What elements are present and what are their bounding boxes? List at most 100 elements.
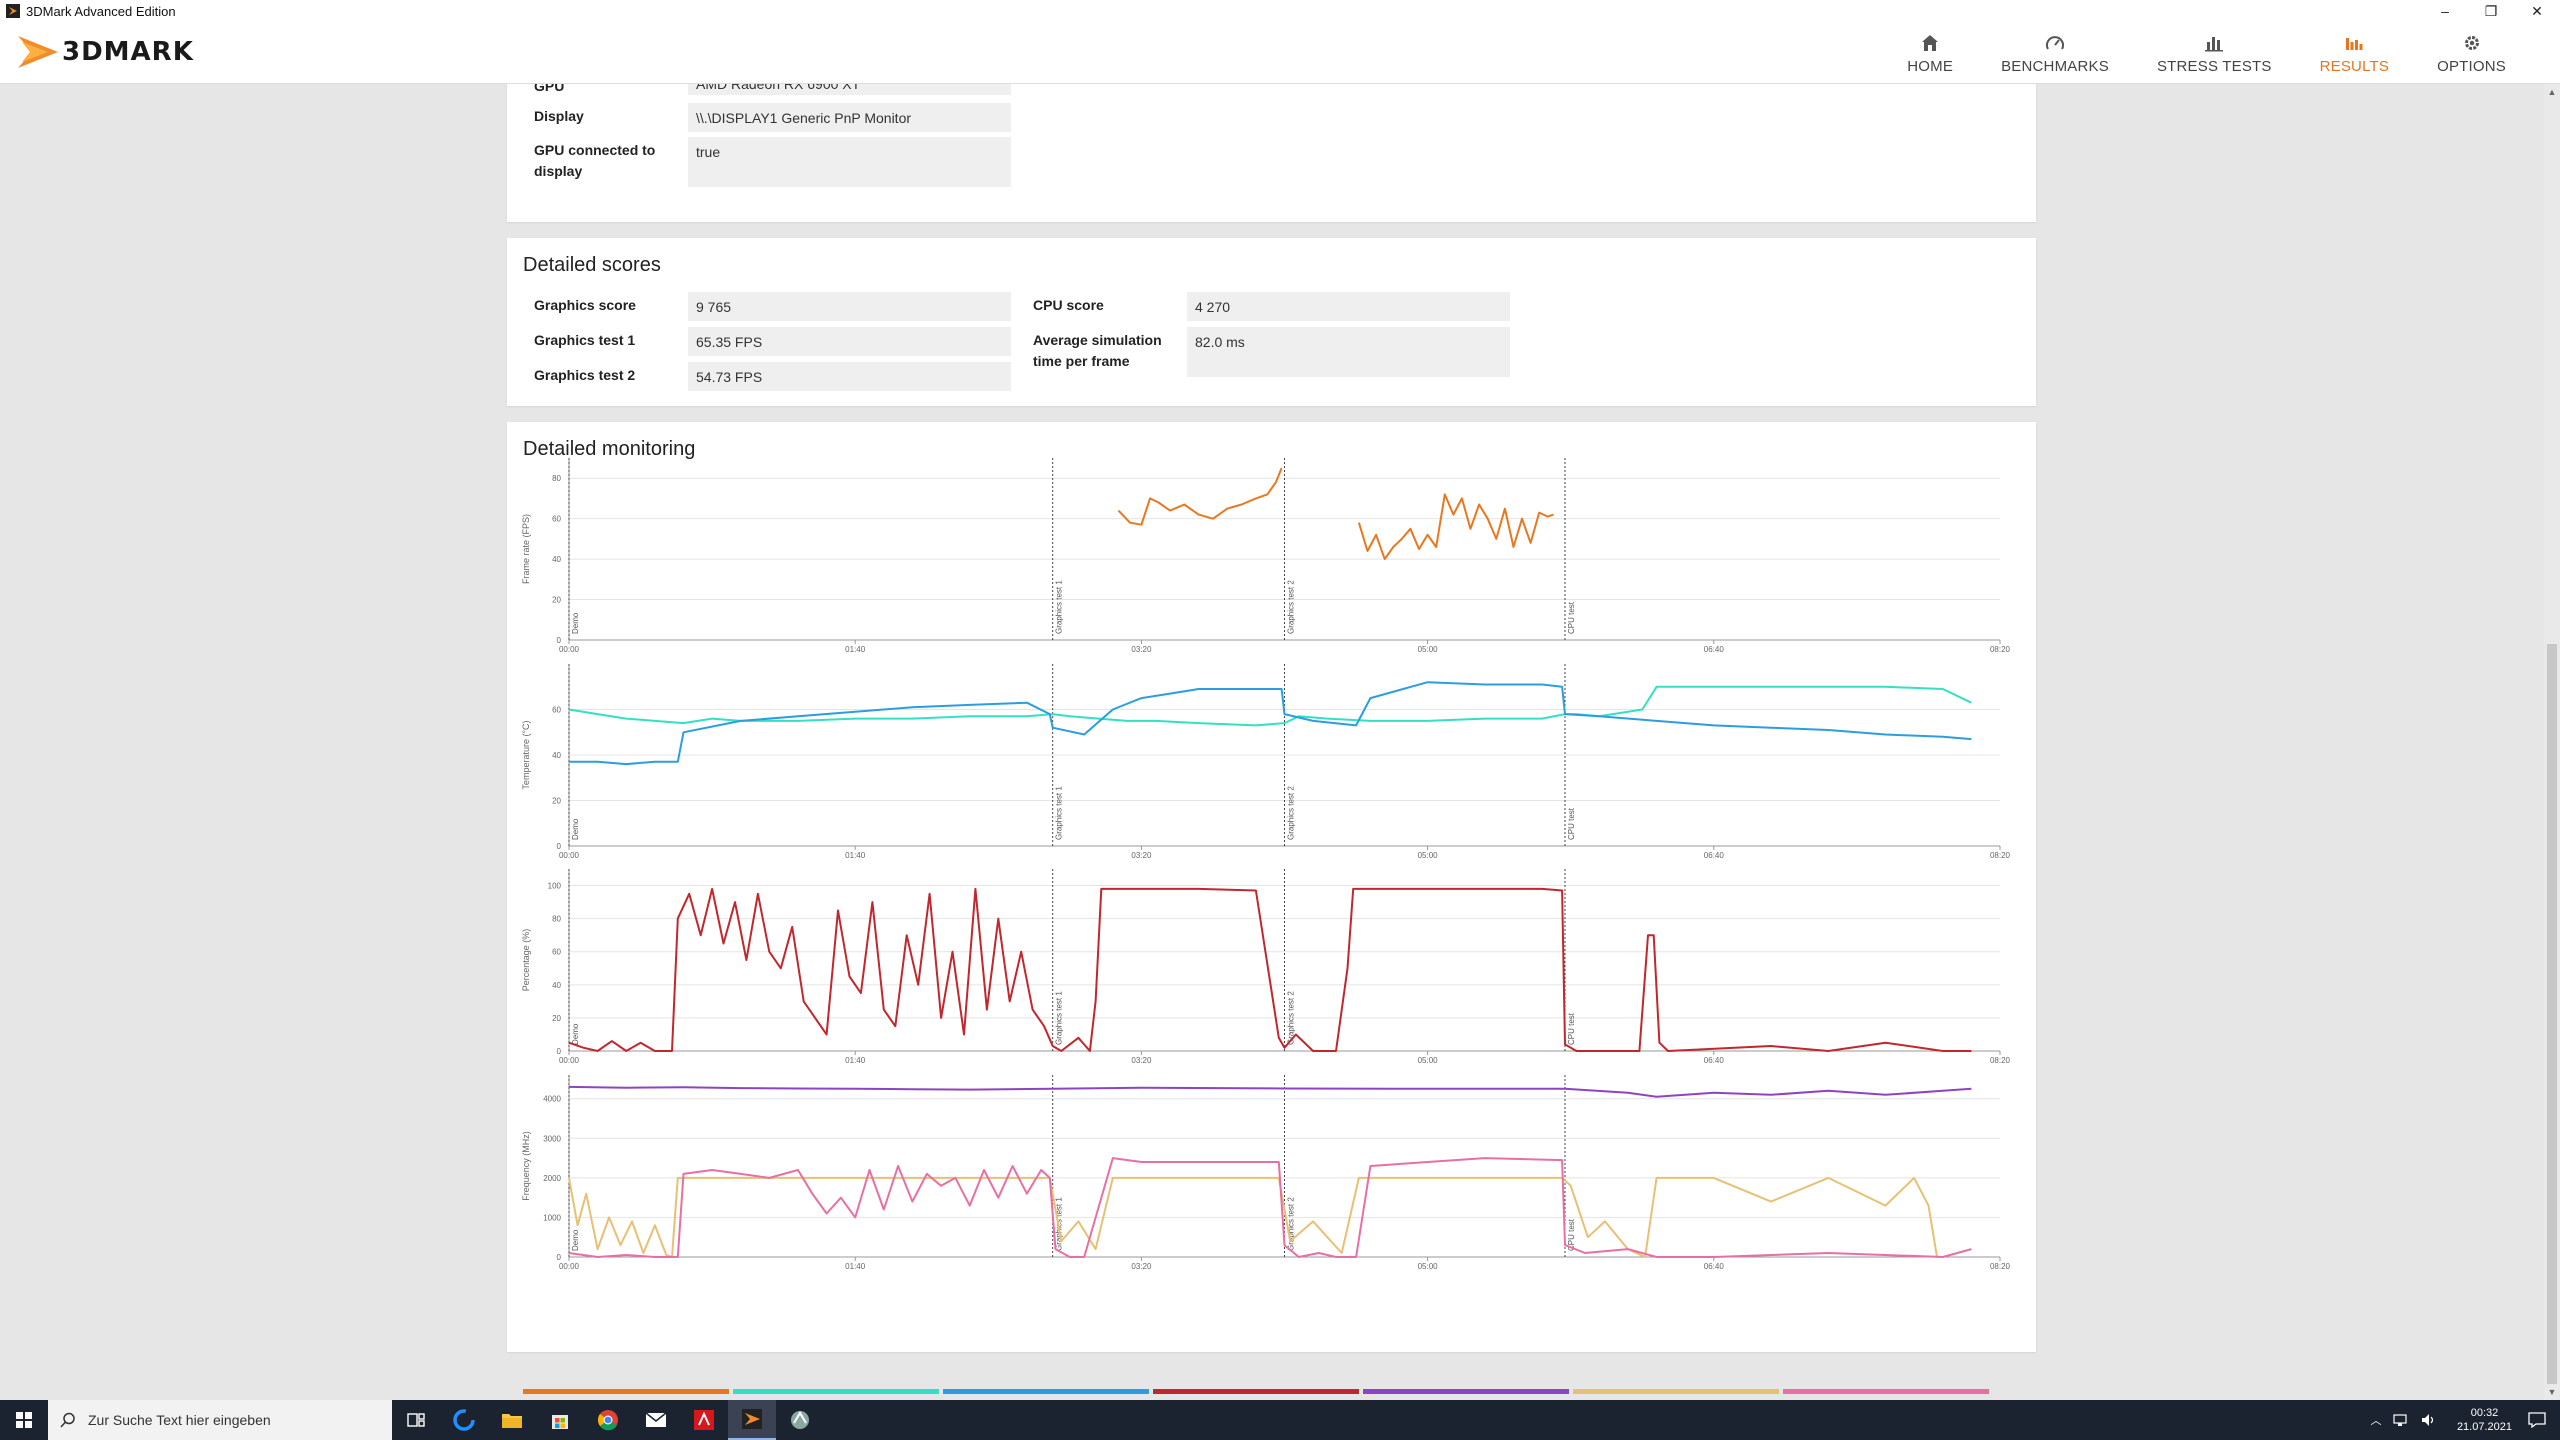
taskbar-file-explorer[interactable] [488, 1400, 536, 1440]
series-line [568, 887, 1972, 1052]
nav-benchmarks-label: BENCHMARKS [2001, 57, 2109, 75]
detailed-monitoring-title: Detailed monitoring [523, 438, 696, 460]
y-tick-label: 4000 [543, 1095, 561, 1104]
x-tick-label: 08:20 [1990, 1262, 2011, 1271]
legend-swatch [733, 1389, 939, 1394]
legend-item[interactable]: GPU Memory Clock Frequency (MHz) [1573, 1389, 1779, 1400]
graphics-score-value: 9 765 [688, 292, 1011, 321]
window-title: 3DMark Advanced Edition [26, 3, 176, 19]
taskbar-clock[interactable]: 00:32 21.07.2021 [2457, 1406, 2512, 1434]
legend-item[interactable]: GPU Load (%) [1153, 1389, 1359, 1400]
graphics-score-label: Graphics score [534, 297, 636, 313]
y-tick-label: 60 [552, 515, 561, 524]
scroll-up-icon[interactable]: ▲ [2547, 87, 2557, 97]
test-marker-label: Graphics test 1 [1055, 786, 1064, 840]
detailed-scores-panel: Detailed scores Graphics score 9 765 Gra… [507, 238, 2036, 406]
test-marker-label: Graphics test 1 [1055, 991, 1064, 1045]
test-marker-label: Demo [571, 1229, 580, 1251]
y-tick-label: 40 [552, 751, 561, 760]
avg-sim-time-label: Average simulation time per frame [1033, 332, 1162, 369]
x-tick-label: 05:00 [1418, 851, 1439, 860]
legend-swatch [1363, 1389, 1569, 1394]
legend-item[interactable]: GPU Clock Frequency (MHz) [1783, 1389, 1989, 1400]
bar-chart-icon [2203, 32, 2225, 54]
legend-swatch [1573, 1389, 1779, 1394]
y-tick-label: 0 [557, 842, 562, 851]
network-icon[interactable] [2393, 1413, 2409, 1427]
3dmark-app-icon [6, 4, 20, 18]
test-marker-label: Graphics test 2 [1287, 786, 1296, 840]
notifications-icon[interactable] [2528, 1412, 2546, 1428]
series-line [1357, 493, 1554, 561]
taskbar-mail[interactable] [632, 1400, 680, 1440]
series-line [568, 685, 1972, 727]
series-line [568, 1176, 1938, 1258]
3dmark-logo[interactable]: 3DMARK [18, 32, 194, 72]
taskbar-chrome[interactable] [584, 1400, 632, 1440]
results-content: GPU AMD Radeon RX 6900 XT Display \\.\DI… [0, 84, 2544, 1400]
gpu-label: GPU [534, 84, 565, 94]
task-view-button[interactable] [392, 1400, 440, 1440]
start-button[interactable] [0, 1400, 48, 1440]
taskbar-amd[interactable] [680, 1400, 728, 1440]
nav-stress-tests[interactable]: STRESS TESTS [2133, 22, 2296, 84]
clock-time: 00:32 [2470, 1407, 2499, 1419]
minimize-button[interactable]: – [2441, 3, 2449, 19]
nav-benchmarks[interactable]: BENCHMARKS [1977, 22, 2133, 84]
test-marker-label: CPU test [1567, 807, 1576, 840]
y-axis-label: Percentage (%) [521, 929, 531, 992]
y-axis-label: Temperature (°C) [521, 720, 531, 789]
y-tick-label: 0 [557, 1253, 562, 1262]
gear-icon [2461, 32, 2483, 54]
taskbar-3dmark[interactable] [728, 1400, 776, 1440]
speaker-icon[interactable] [2421, 1413, 2437, 1427]
legend-item[interactable]: CPU Temperature (°C) [733, 1389, 939, 1400]
legend-item[interactable]: GPU Temperature (°C) [943, 1389, 1149, 1400]
window-title-bar: 3DMark Advanced Edition – ❐ ✕ [0, 0, 2560, 22]
taskbar-store[interactable] [536, 1400, 584, 1440]
x-tick-label: 00:00 [559, 645, 580, 654]
y-tick-label: 20 [552, 596, 561, 605]
x-tick-label: 00:00 [559, 1262, 580, 1271]
y-axis-label: Frequency (MHz) [521, 1131, 531, 1201]
test-marker-label: CPU test [1567, 601, 1576, 634]
nav-options[interactable]: OPTIONS [2413, 22, 2530, 84]
taskbar-edge[interactable] [440, 1400, 488, 1440]
x-tick-label: 03:20 [1131, 1262, 1152, 1271]
detailed-scores-title: Detailed scores [523, 254, 661, 276]
legend-item[interactable]: CPU Clock Frequency (MHz) [1363, 1389, 1569, 1400]
maximize-button[interactable]: ❐ [2484, 2, 2498, 19]
taskbar-search[interactable]: Zur Suche Text hier eingeben [48, 1400, 392, 1440]
test-marker-label: Graphics test 1 [1055, 580, 1064, 634]
x-tick-label: 06:40 [1704, 1056, 1725, 1065]
y-axis-label: Frame rate (FPS) [521, 514, 531, 584]
x-tick-label: 00:00 [559, 1056, 580, 1065]
nav-home-label: HOME [1907, 57, 1954, 75]
nav-results[interactable]: RESULTS [2296, 22, 2413, 84]
x-tick-label: 03:20 [1131, 851, 1152, 860]
y-tick-label: 2000 [543, 1174, 561, 1183]
tray-chevron-icon[interactable]: ︿ [2370, 1415, 2382, 1427]
gpu-connected-value: true [688, 137, 1011, 187]
taskbar-app[interactable] [776, 1400, 824, 1440]
vertical-scrollbar[interactable]: ▲ ▼ [2544, 84, 2560, 1400]
series-line [568, 1085, 1972, 1098]
scroll-thumb[interactable] [2547, 644, 2557, 1384]
y-tick-label: 0 [557, 636, 562, 645]
monitoring-charts[interactable]: 0 20 40 60 80 00:00 01:40 03:20 05:00 06:40 08:20 F… [507, 422, 2036, 1352]
close-button[interactable]: ✕ [2531, 2, 2543, 19]
y-tick-label: 60 [552, 948, 561, 957]
x-tick-label: 08:20 [1990, 1056, 2011, 1065]
gpu-connected-label: GPU connected to display [534, 142, 656, 179]
test-marker-label: Graphics test 2 [1287, 580, 1296, 634]
results-icon [2343, 32, 2365, 54]
y-tick-label: 100 [548, 882, 562, 891]
x-tick-label: 03:20 [1131, 1056, 1152, 1065]
scroll-down-icon[interactable]: ▼ [2547, 1387, 2557, 1397]
y-tick-label: 3000 [543, 1134, 561, 1143]
legend-swatch [523, 1389, 729, 1394]
legend-swatch [1783, 1389, 1989, 1394]
nav-home[interactable]: HOME [1883, 22, 1977, 84]
legend-item[interactable]: Frame rate (FPS) [523, 1389, 729, 1400]
x-tick-label: 06:40 [1704, 851, 1725, 860]
